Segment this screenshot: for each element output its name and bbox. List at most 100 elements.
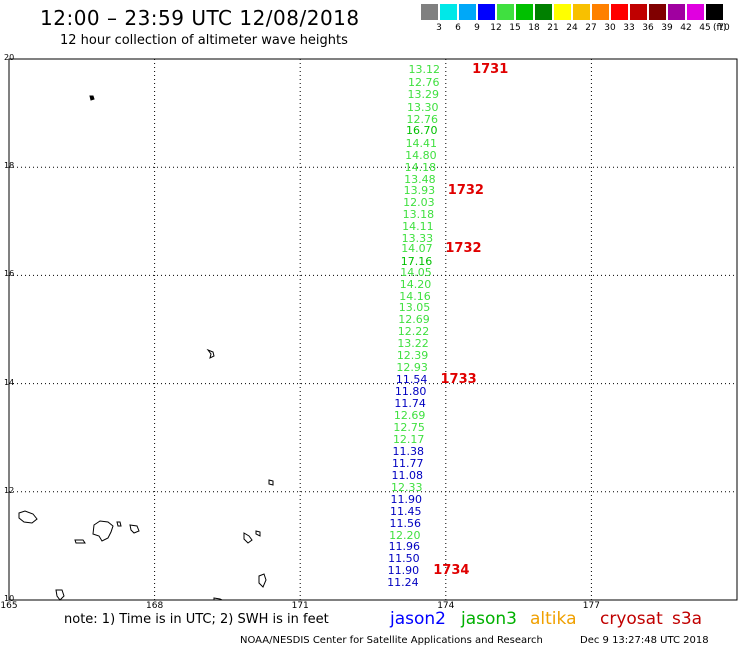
wave-height-value: 13.48 xyxy=(404,172,436,186)
wave-height-value: 12.76 xyxy=(406,112,439,126)
pass-time-label: 1734 xyxy=(433,563,470,579)
wave-height-value: 14.41 xyxy=(405,136,438,150)
wave-height-value: 14.05 xyxy=(400,266,432,280)
lon-tick-label: 168 xyxy=(146,601,164,611)
satellite-cryosat: cryosat xyxy=(600,609,663,629)
island xyxy=(18,510,38,524)
island xyxy=(255,530,261,537)
wave-height-value: 12.76 xyxy=(407,76,440,90)
legend-label: 30 xyxy=(604,23,616,33)
page-title: 12:00 – 23:59 UTC 12/08/2018 xyxy=(40,6,360,30)
legend-label: 18 xyxy=(528,23,540,33)
legend-label: 27 xyxy=(585,23,597,33)
wave-height-value: 11.54 xyxy=(395,373,428,387)
satellite-jason3: jason3 xyxy=(461,609,517,629)
wave-height-value: 11.08 xyxy=(391,469,423,483)
lat-tick-label: 10 xyxy=(4,594,15,603)
legend-swatch xyxy=(554,4,571,20)
wave-height-value: 13.93 xyxy=(403,184,436,198)
legend-label: 45 xyxy=(699,23,711,33)
footer-credit: NOAA/NESDIS Center for Satellite Applica… xyxy=(240,635,543,646)
wave-height-value: 13.12 xyxy=(408,62,440,76)
wave-height-value: 14.18 xyxy=(404,160,437,174)
map-border xyxy=(8,58,738,601)
wave-height-value: 13.18 xyxy=(402,208,435,222)
legend-swatch xyxy=(687,4,704,20)
wave-height-value: 11.38 xyxy=(392,444,424,458)
wave-height-value: 12.17 xyxy=(392,432,425,446)
lat-tick-label: 16 xyxy=(4,269,15,279)
island xyxy=(258,573,267,588)
legend-label: 12 xyxy=(490,23,502,33)
legend-label: 15 xyxy=(509,23,521,33)
wave-height-value: 12.22 xyxy=(397,325,430,339)
wave-height-value: 11.90 xyxy=(390,492,423,506)
page-subtitle: 12 hour collection of altimeter wave hei… xyxy=(60,33,348,48)
wave-height-value: 11.90 xyxy=(387,564,420,578)
legend-swatch xyxy=(516,4,533,20)
island xyxy=(213,597,223,601)
lat-tick-label: 18 xyxy=(4,161,15,171)
wave-height-value: 14.16 xyxy=(399,289,431,303)
pass-time-label: 1732 xyxy=(447,183,484,199)
pass-time-label: 1731 xyxy=(472,61,509,77)
wave-height-value: 12.75 xyxy=(393,420,425,434)
legend-swatch xyxy=(421,4,438,20)
wave-height-value: 11.56 xyxy=(389,516,422,530)
wave-height-value: 14.20 xyxy=(399,278,432,292)
wave-height-value: 11.96 xyxy=(388,540,421,554)
island xyxy=(129,524,140,534)
wave-height-value: 11.77 xyxy=(391,456,424,470)
legend-swatch xyxy=(478,4,495,20)
footer-timestamp: Dec 9 13:27:48 UTC 2018 xyxy=(580,635,709,646)
satellite-altika: altika xyxy=(530,609,577,629)
wave-height-value: 12.33 xyxy=(391,480,423,494)
wave-height-value: 11.24 xyxy=(387,576,419,590)
legend-swatch xyxy=(706,4,723,20)
legend-label: 36 xyxy=(642,23,654,33)
island xyxy=(74,539,86,544)
wave-height-value: 13.29 xyxy=(407,88,440,102)
island xyxy=(268,479,274,486)
legend-label: 6 xyxy=(455,23,461,33)
legend-label: 33 xyxy=(623,23,635,33)
lat-tick-label: 14 xyxy=(4,377,15,387)
legend-label: 24 xyxy=(566,23,578,33)
wave-height-value: 12.03 xyxy=(403,196,435,210)
wave-height-value: 12.69 xyxy=(393,408,426,422)
legend-label: 9 xyxy=(474,23,480,33)
legend-swatch xyxy=(497,4,514,20)
wave-height-value: 11.50 xyxy=(388,552,420,566)
legend-label: 21 xyxy=(547,23,559,33)
wave-height-value: 12.69 xyxy=(398,313,430,327)
wave-height-value: 13.30 xyxy=(407,100,439,114)
lon-tick-label: 165 xyxy=(0,601,18,611)
legend-label: 3 xyxy=(436,23,442,33)
wave-height-value: 13.05 xyxy=(398,301,431,315)
wave-height-value: 14.11 xyxy=(402,220,434,234)
island xyxy=(243,532,253,544)
wave-height-value: 12.20 xyxy=(389,528,421,542)
wave-height-value: 13.22 xyxy=(397,337,429,351)
island xyxy=(92,520,114,542)
lat-tick-label: 20 xyxy=(4,53,15,62)
wave-height-value: 14.07 xyxy=(401,241,433,255)
legend-swatch xyxy=(535,4,552,20)
gridlines xyxy=(8,58,737,601)
coastlines xyxy=(18,95,274,601)
island xyxy=(89,95,95,101)
legend-unit: (ft) xyxy=(713,23,727,33)
wave-height-value: 14.80 xyxy=(405,148,437,162)
wave-height-value: 12.93 xyxy=(396,360,428,374)
legend-label: 70 xyxy=(718,23,730,33)
wave-height-value: 12.39 xyxy=(396,348,429,362)
legend-swatch xyxy=(440,4,457,20)
lon-tick-label: 171 xyxy=(291,601,309,611)
pass-time-label: 1733 xyxy=(440,372,477,388)
legend-swatch xyxy=(630,4,647,20)
legend-swatch xyxy=(611,4,628,20)
legend-swatch xyxy=(592,4,609,20)
legend-swatch xyxy=(459,4,476,20)
lat-tick-label: 12 xyxy=(4,485,15,495)
